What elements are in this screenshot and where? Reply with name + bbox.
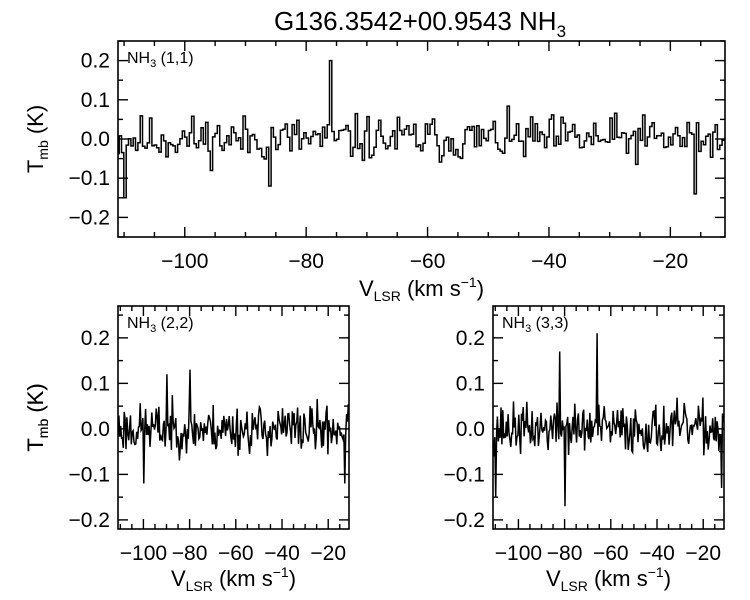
y-axis-title: Tmb (K) xyxy=(23,383,51,451)
x-tick-label: −20 xyxy=(685,542,721,565)
x-axis-title: VLSR (km s−1) xyxy=(546,564,671,594)
y-tick-label: 0.2 xyxy=(456,327,485,350)
y-tick-label: 0.1 xyxy=(81,89,110,112)
y-tick-label: 0.1 xyxy=(81,372,110,395)
panel-label: NH3 (1,1) xyxy=(127,50,194,70)
plot-frame xyxy=(117,305,350,530)
x-tick-label: −80 xyxy=(172,542,208,565)
x-tick-label: −40 xyxy=(264,542,300,565)
y-axis-title: Tmb (K) xyxy=(23,105,51,173)
spectrum-line-bottom-left xyxy=(118,369,349,484)
x-tick-label: −80 xyxy=(547,542,583,565)
y-tick-label: −0.1 xyxy=(69,463,110,486)
panel-label: NH3 (2,2) xyxy=(127,315,194,335)
x-tick-label: −100 xyxy=(120,542,167,565)
x-tick-label: −60 xyxy=(218,542,254,565)
y-tick-label: 0.1 xyxy=(456,372,485,395)
y-axis-title: Tmb (K) xyxy=(23,383,51,451)
y-tick-label: −0.1 xyxy=(444,463,485,486)
panel-label: NH3 (3,3) xyxy=(502,315,569,335)
x-tick-label: −100 xyxy=(495,542,542,565)
x-tick-label: −80 xyxy=(288,250,324,273)
x-tick-label: −60 xyxy=(593,542,629,565)
x-axis-title: VLSR (km s−1) xyxy=(359,274,484,304)
plot-frame xyxy=(492,305,725,530)
x-tick-label: −60 xyxy=(410,250,446,273)
plot-frame xyxy=(117,40,726,238)
y-tick-label: −0.2 xyxy=(444,509,485,532)
panel-bottom-left: −100 −80 −60 −40 −20 −0.2 −0.1 0.0 0.1 0.2 VLSR (k… xyxy=(23,305,350,594)
figure-title: G136.3542+00.9543 NH3 xyxy=(274,6,566,41)
y-tick-label: 0.0 xyxy=(81,128,110,151)
spectrum-line-top xyxy=(118,59,725,199)
x-tick-label: −40 xyxy=(531,250,567,273)
y-tick-label: −0.2 xyxy=(69,509,110,532)
y-tick-label: −0.2 xyxy=(69,206,110,229)
y-tick-label: 0.2 xyxy=(81,327,110,350)
x-tick-label: −20 xyxy=(310,542,346,565)
y-tick-label: 0.2 xyxy=(81,50,110,73)
x-tick-label: −40 xyxy=(639,542,675,565)
x-tick-label: −100 xyxy=(161,250,208,273)
y-tick-label: 0.0 xyxy=(456,418,485,441)
x-tick-label: −20 xyxy=(653,250,689,273)
y-tick-label: 0.0 xyxy=(81,418,110,441)
y-tick-label: −0.1 xyxy=(69,167,110,190)
panel-top: −100 −80 −60 −40 −20 −0.2 −0.1 0.0 0.1 0.2 VLSR (k… xyxy=(23,40,726,304)
x-axis-title: VLSR (km s−1) xyxy=(171,564,296,594)
spectrum-line-bottom-right xyxy=(493,333,724,507)
